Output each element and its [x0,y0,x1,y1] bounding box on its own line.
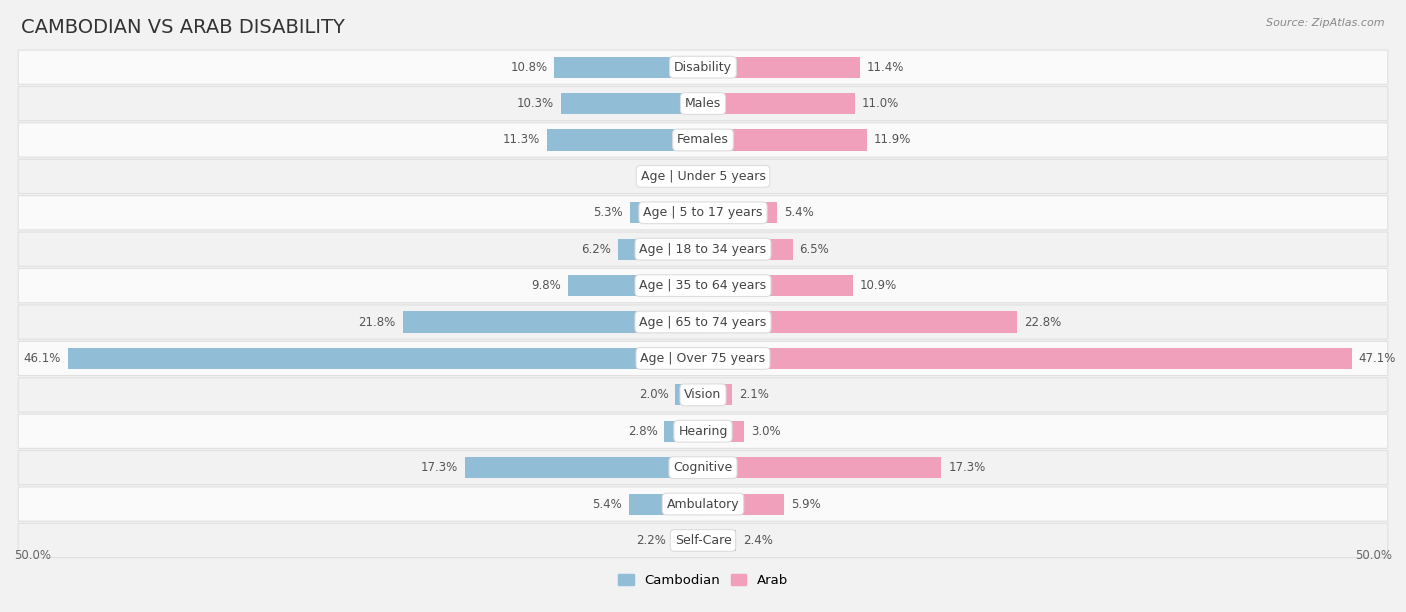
Text: Hearing: Hearing [678,425,728,438]
Text: 11.0%: 11.0% [862,97,898,110]
Text: 10.3%: 10.3% [517,97,554,110]
FancyBboxPatch shape [18,378,1388,412]
Text: Vision: Vision [685,389,721,401]
Bar [703,530,737,551]
FancyBboxPatch shape [18,196,1388,230]
Bar [464,457,703,478]
Bar [568,275,703,296]
Bar [703,384,733,405]
Text: Source: ZipAtlas.com: Source: ZipAtlas.com [1267,18,1385,28]
Text: Age | 5 to 17 years: Age | 5 to 17 years [644,206,762,219]
Text: Age | 65 to 74 years: Age | 65 to 74 years [640,316,766,329]
Text: 11.3%: 11.3% [503,133,540,146]
Text: 3.0%: 3.0% [751,425,780,438]
Text: 11.4%: 11.4% [868,61,904,73]
Bar [703,312,1017,332]
Text: Ambulatory: Ambulatory [666,498,740,510]
Text: Disability: Disability [673,61,733,73]
Text: 2.4%: 2.4% [742,534,773,547]
FancyBboxPatch shape [18,487,1388,521]
Text: 46.1%: 46.1% [24,352,60,365]
Bar [561,93,703,114]
Bar [402,312,703,332]
FancyBboxPatch shape [18,50,1388,84]
Text: 6.5%: 6.5% [800,243,830,256]
Text: 5.4%: 5.4% [785,206,814,219]
Text: 47.1%: 47.1% [1358,352,1396,365]
Bar [703,239,793,259]
Bar [703,493,785,515]
FancyBboxPatch shape [18,86,1388,121]
Text: 2.0%: 2.0% [638,389,669,401]
Bar [547,129,703,151]
FancyBboxPatch shape [18,523,1388,558]
Bar [686,166,703,187]
Text: 5.3%: 5.3% [593,206,623,219]
Text: 2.2%: 2.2% [636,534,666,547]
Text: 6.2%: 6.2% [581,243,610,256]
Bar [630,202,703,223]
FancyBboxPatch shape [18,123,1388,157]
Text: 17.3%: 17.3% [948,461,986,474]
Bar [665,420,703,442]
Text: 10.8%: 10.8% [510,61,547,73]
Text: 1.2%: 1.2% [727,170,756,183]
Text: Females: Females [678,133,728,146]
FancyBboxPatch shape [18,414,1388,449]
Bar [703,457,942,478]
Bar [703,275,853,296]
Bar [703,202,778,223]
Bar [554,56,703,78]
Text: 2.1%: 2.1% [738,389,769,401]
Text: Age | 18 to 34 years: Age | 18 to 34 years [640,243,766,256]
Text: Males: Males [685,97,721,110]
Text: Age | Over 75 years: Age | Over 75 years [641,352,765,365]
Bar [628,493,703,515]
FancyBboxPatch shape [18,232,1388,266]
Bar [617,239,703,259]
Text: 5.4%: 5.4% [592,498,621,510]
Text: 22.8%: 22.8% [1024,316,1062,329]
Text: 50.0%: 50.0% [1355,548,1392,562]
FancyBboxPatch shape [18,305,1388,339]
Text: 1.2%: 1.2% [650,170,679,183]
Text: 11.9%: 11.9% [875,133,911,146]
Bar [703,420,744,442]
Text: 17.3%: 17.3% [420,461,458,474]
FancyBboxPatch shape [18,159,1388,193]
Legend: Cambodian, Arab: Cambodian, Arab [613,569,793,592]
FancyBboxPatch shape [18,341,1388,376]
Bar [703,56,860,78]
Bar [703,129,868,151]
Text: Age | 35 to 64 years: Age | 35 to 64 years [640,279,766,292]
Text: Self-Care: Self-Care [675,534,731,547]
FancyBboxPatch shape [18,269,1388,303]
Bar [703,348,1353,369]
Text: Age | Under 5 years: Age | Under 5 years [641,170,765,183]
Text: 2.8%: 2.8% [628,425,658,438]
FancyBboxPatch shape [18,450,1388,485]
Bar [675,384,703,405]
Bar [703,166,720,187]
Text: 50.0%: 50.0% [14,548,51,562]
Text: 10.9%: 10.9% [860,279,897,292]
Text: 21.8%: 21.8% [359,316,395,329]
Bar [703,93,855,114]
Text: CAMBODIAN VS ARAB DISABILITY: CAMBODIAN VS ARAB DISABILITY [21,18,344,37]
Text: 9.8%: 9.8% [531,279,561,292]
Bar [67,348,703,369]
Text: 5.9%: 5.9% [792,498,821,510]
Text: Cognitive: Cognitive [673,461,733,474]
Bar [672,530,703,551]
